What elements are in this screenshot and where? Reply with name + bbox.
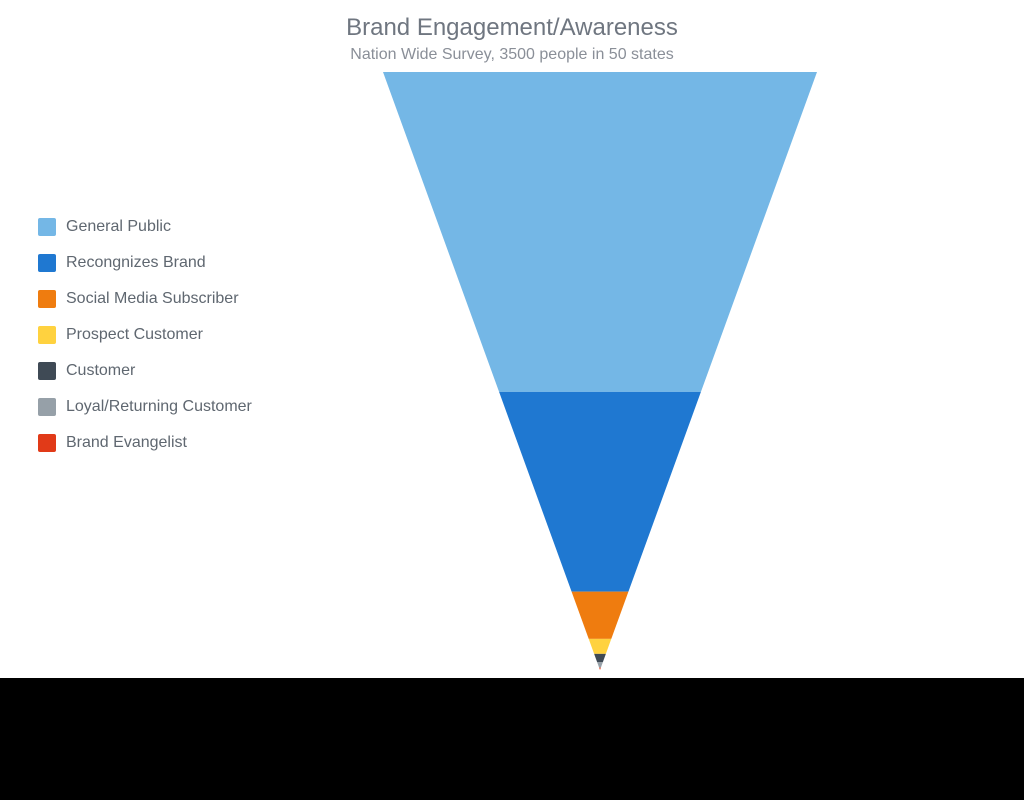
legend-swatch (38, 326, 56, 344)
legend-swatch (38, 434, 56, 452)
funnel-segment[interactable] (499, 392, 701, 592)
legend-label: Loyal/Returning Customer (66, 398, 252, 416)
funnel-segment[interactable] (572, 592, 629, 639)
funnel-segment[interactable] (589, 639, 612, 654)
legend-item[interactable]: Social Media Subscriber (38, 290, 252, 308)
legend-swatch (38, 362, 56, 380)
funnel-segment[interactable] (599, 668, 601, 670)
chart-area: Brand Engagement/Awareness Nation Wide S… (0, 0, 1024, 678)
legend-label: Brand Evangelist (66, 434, 187, 452)
funnel-segment[interactable] (594, 654, 606, 662)
legend-item[interactable]: Loyal/Returning Customer (38, 398, 252, 416)
legend-swatch (38, 398, 56, 416)
funnel-segment[interactable] (597, 662, 603, 667)
legend-label: Prospect Customer (66, 326, 203, 344)
funnel-segment[interactable] (383, 72, 817, 392)
legend-item[interactable]: Prospect Customer (38, 326, 252, 344)
bottom-band (0, 678, 1024, 800)
legend-swatch (38, 218, 56, 236)
legend-swatch (38, 254, 56, 272)
legend-label: General Public (66, 218, 171, 236)
legend-item[interactable]: Brand Evangelist (38, 434, 252, 452)
legend-label: Recongnizes Brand (66, 254, 206, 272)
legend-item[interactable]: Recongnizes Brand (38, 254, 252, 272)
legend-label: Social Media Subscriber (66, 290, 239, 308)
legend: General Public Recongnizes Brand Social Me… (38, 218, 252, 470)
legend-item[interactable]: Customer (38, 362, 252, 380)
legend-label: Customer (66, 362, 135, 380)
legend-swatch (38, 290, 56, 308)
legend-item[interactable]: General Public (38, 218, 252, 236)
